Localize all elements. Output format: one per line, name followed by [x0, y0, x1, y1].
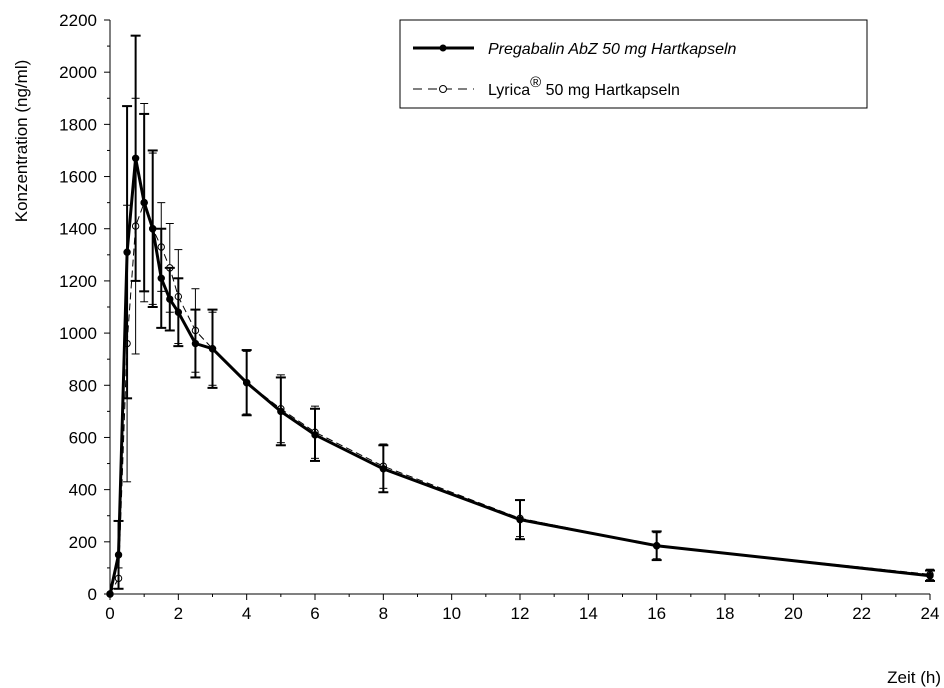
legend-label-b-prefix: Lyrica [488, 82, 530, 99]
y-tick-label: 1800 [59, 115, 97, 134]
x-tick-label: 20 [784, 604, 803, 623]
data-point [277, 407, 285, 416]
y-axis-label: Konzentration (ng/ml) [12, 60, 31, 223]
data-point [174, 308, 183, 316]
x-tick-label: 22 [852, 604, 871, 623]
y-tick-label: 2200 [59, 11, 97, 30]
data-point [166, 295, 174, 303]
y-tick-label: 800 [69, 376, 97, 395]
x-tick-label: 6 [310, 604, 319, 623]
x-tick-label: 16 [647, 604, 666, 623]
series-pregabalin [106, 34, 935, 598]
axes: 0200400600800100012001400160018002000220… [59, 11, 939, 623]
data-point [208, 345, 217, 353]
data-point [123, 248, 131, 256]
data-point [926, 572, 934, 580]
series-layer [106, 34, 935, 598]
data-point [149, 225, 157, 233]
series-line-pregabalin [108, 156, 931, 595]
legend: Pregabalin AbZ 50 mg Hartkapseln Lyrica®… [399, 19, 868, 109]
data-point [379, 465, 388, 473]
data-point [652, 542, 661, 550]
x-tick-label: 2 [174, 604, 183, 623]
x-tick-label: 10 [442, 604, 461, 623]
legend-marker-b [439, 85, 447, 93]
data-point [242, 378, 251, 387]
y-tick-label: 400 [69, 481, 97, 500]
legend-label-b: Lyrica® 50 mg Hartkapseln [488, 74, 680, 99]
y-tick-label: 2000 [59, 63, 97, 82]
x-tick-label: 8 [379, 604, 388, 623]
x-axis-label: Zeit (h) [887, 668, 941, 687]
data-point [191, 339, 200, 348]
x-tick-label: 18 [716, 604, 735, 623]
data-point [140, 198, 148, 207]
legend-label-b-suffix: 50 mg Hartkapseln [541, 82, 680, 99]
y-tick-label: 1600 [59, 168, 97, 187]
y-tick-label: 600 [69, 428, 97, 447]
legend-box [399, 19, 868, 109]
data-point [516, 515, 524, 524]
data-point [114, 551, 123, 559]
data-point [106, 590, 114, 598]
legend-label-a: Pregabalin AbZ 50 mg Hartkapseln [488, 41, 737, 58]
legend-marker-a [439, 44, 447, 52]
y-tick-label: 1200 [59, 272, 97, 291]
data-point [131, 154, 140, 162]
x-tick-label: 4 [242, 604, 251, 623]
y-tick-label: 1000 [59, 324, 97, 343]
y-tick-label: 200 [69, 533, 97, 552]
x-tick-label: 0 [105, 604, 114, 623]
data-point [311, 431, 319, 439]
y-tick-label: 0 [88, 585, 97, 604]
y-tick-label: 1400 [59, 220, 97, 239]
x-tick-label: 24 [921, 604, 940, 623]
x-tick-label: 14 [579, 604, 598, 623]
x-tick-label: 12 [511, 604, 530, 623]
data-point [157, 274, 165, 282]
legend-label-b-mark: ® [530, 74, 541, 91]
